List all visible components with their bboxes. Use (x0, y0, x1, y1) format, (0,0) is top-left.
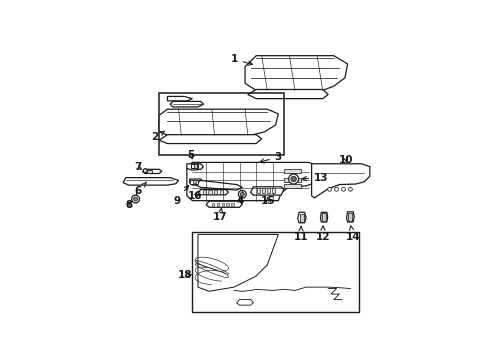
Text: 4: 4 (236, 195, 244, 206)
Polygon shape (159, 135, 261, 144)
Polygon shape (297, 212, 305, 223)
FancyBboxPatch shape (147, 170, 151, 173)
Polygon shape (170, 102, 203, 107)
FancyBboxPatch shape (284, 177, 300, 182)
FancyBboxPatch shape (262, 188, 265, 193)
Polygon shape (244, 56, 347, 90)
Polygon shape (250, 187, 284, 195)
Circle shape (238, 190, 245, 198)
Polygon shape (167, 96, 192, 101)
Circle shape (327, 187, 331, 191)
Polygon shape (142, 169, 162, 174)
Text: 5: 5 (187, 150, 194, 161)
Circle shape (334, 187, 338, 191)
Circle shape (288, 174, 298, 184)
FancyBboxPatch shape (203, 190, 206, 194)
FancyBboxPatch shape (322, 213, 325, 221)
FancyBboxPatch shape (348, 213, 352, 221)
Polygon shape (186, 164, 203, 170)
Text: 10: 10 (338, 155, 353, 165)
Polygon shape (189, 179, 203, 185)
FancyBboxPatch shape (266, 188, 270, 193)
FancyBboxPatch shape (193, 164, 196, 168)
Polygon shape (236, 300, 253, 305)
FancyBboxPatch shape (284, 184, 300, 188)
FancyBboxPatch shape (208, 190, 211, 194)
Text: 17: 17 (212, 208, 227, 222)
FancyBboxPatch shape (257, 188, 260, 193)
Text: 12: 12 (315, 226, 329, 242)
FancyBboxPatch shape (299, 214, 304, 222)
Polygon shape (159, 109, 278, 135)
FancyBboxPatch shape (216, 203, 219, 207)
Text: 15: 15 (260, 195, 275, 206)
Circle shape (341, 187, 345, 191)
Circle shape (290, 176, 296, 182)
Text: 7: 7 (134, 162, 142, 172)
Polygon shape (311, 164, 369, 198)
Polygon shape (186, 162, 322, 201)
Polygon shape (320, 212, 327, 222)
FancyBboxPatch shape (221, 203, 224, 207)
FancyBboxPatch shape (226, 203, 229, 207)
Text: 18: 18 (178, 270, 192, 280)
Polygon shape (195, 180, 242, 190)
FancyBboxPatch shape (211, 203, 214, 207)
Text: 6: 6 (135, 182, 146, 196)
Polygon shape (123, 177, 178, 185)
Circle shape (133, 197, 137, 201)
Circle shape (131, 195, 139, 203)
FancyBboxPatch shape (191, 163, 198, 168)
FancyBboxPatch shape (192, 180, 195, 183)
Circle shape (348, 187, 352, 191)
Circle shape (143, 169, 147, 173)
Text: 16: 16 (187, 191, 202, 201)
FancyBboxPatch shape (271, 188, 275, 193)
Text: 2: 2 (151, 131, 164, 143)
Text: 8: 8 (125, 199, 132, 210)
FancyBboxPatch shape (214, 190, 217, 194)
Polygon shape (206, 201, 242, 207)
FancyBboxPatch shape (284, 169, 300, 174)
FancyBboxPatch shape (219, 190, 223, 194)
Text: 9: 9 (173, 185, 188, 206)
Text: 13: 13 (302, 173, 328, 183)
Text: 3: 3 (260, 152, 282, 163)
Polygon shape (198, 190, 228, 195)
FancyBboxPatch shape (190, 180, 198, 184)
Text: 14: 14 (345, 226, 360, 242)
Polygon shape (346, 212, 354, 222)
Text: 11: 11 (293, 226, 307, 242)
Polygon shape (247, 90, 327, 99)
Text: 1: 1 (230, 54, 252, 65)
Polygon shape (198, 234, 278, 291)
Circle shape (240, 192, 244, 196)
FancyBboxPatch shape (231, 203, 234, 207)
